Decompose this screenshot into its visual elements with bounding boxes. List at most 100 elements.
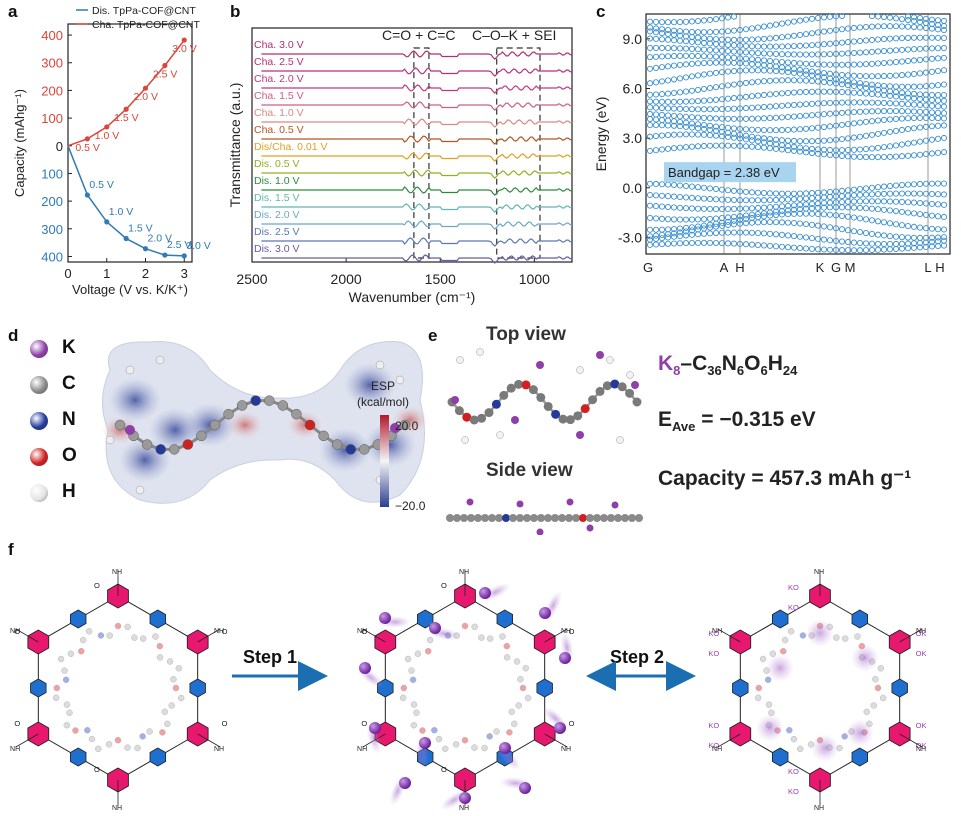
band-point: [844, 192, 852, 199]
band-point: [910, 223, 918, 230]
band-point: [778, 43, 786, 50]
band-point: [730, 125, 738, 132]
band-point: [826, 61, 834, 68]
band-point: [778, 51, 786, 58]
band-point: [814, 150, 822, 157]
data-point: [84, 136, 90, 142]
band-point: [928, 238, 936, 245]
nh-label: NH: [112, 805, 122, 812]
panel-label-e: e: [428, 326, 438, 345]
band-point: [886, 233, 894, 240]
band-point: [742, 205, 750, 212]
band-point: [730, 48, 738, 55]
pore-atom: [105, 741, 113, 748]
band-point: [700, 60, 708, 67]
band-point: [928, 136, 936, 143]
band-point: [646, 110, 654, 118]
band-point: [934, 45, 942, 52]
band-point: [802, 51, 810, 58]
band-point: [784, 43, 792, 50]
band-point: [844, 135, 852, 142]
k-point-label: H: [735, 260, 744, 275]
band-point: [736, 26, 744, 34]
x-tick-label: 1500: [425, 271, 456, 287]
oxygen-label: O: [569, 719, 575, 728]
band-point: [922, 151, 930, 158]
band-point: [892, 190, 900, 197]
annotation-co-cc: C=O + C=C: [382, 27, 456, 43]
band-point: [724, 187, 732, 194]
side-atom: [516, 514, 524, 522]
side-atom-k: [516, 500, 524, 508]
band-point: [724, 28, 732, 35]
benzene-linker: [149, 747, 166, 767]
band-point: [910, 181, 918, 188]
k-ion: [479, 587, 491, 599]
atom: [345, 444, 356, 455]
spectrum-line: [261, 135, 573, 145]
atom: [551, 409, 561, 419]
pore-atom: [780, 648, 787, 655]
band-point: [700, 46, 708, 53]
band-point: [880, 116, 888, 123]
band-point: [892, 59, 900, 66]
band-point: [796, 51, 804, 58]
band-point: [748, 229, 756, 236]
formula-k: K: [658, 352, 674, 375]
band-point: [646, 18, 654, 25]
x-axis-label: Wavenumber (cm⁻¹): [349, 289, 476, 305]
band-point: [760, 190, 768, 197]
band-point: [904, 108, 912, 115]
band-point: [700, 71, 708, 78]
band-point: [790, 137, 798, 145]
band-point: [712, 185, 720, 193]
band-point: [742, 136, 750, 143]
atom-h: [461, 436, 469, 444]
x-tick-label: 2500: [236, 271, 267, 287]
data-label: 2.0 V: [134, 91, 159, 103]
band-point: [874, 13, 882, 20]
band-point: [676, 19, 684, 26]
atom: [602, 381, 612, 391]
band-point: [670, 62, 678, 69]
band-point: [652, 91, 660, 98]
benzene-linker: [891, 678, 908, 698]
band-point: [820, 151, 828, 158]
band-point: [808, 235, 816, 242]
band-point: [898, 190, 906, 197]
band-point: [940, 180, 948, 187]
band-point: [754, 36, 762, 43]
band-point: [790, 43, 798, 50]
band-point: [784, 190, 792, 197]
band-point: [658, 215, 666, 222]
pore-atom: [493, 728, 500, 735]
benzene-linker: [149, 609, 166, 629]
band-point: [880, 183, 888, 190]
band-point: [826, 237, 834, 244]
band-point: [892, 182, 900, 189]
k-point-label: H: [935, 260, 944, 275]
band-point: [682, 240, 690, 247]
band-point: [796, 245, 804, 252]
band-point: [706, 185, 714, 192]
band-point: [712, 220, 720, 227]
k-cloud: [851, 644, 879, 672]
band-point: [892, 233, 900, 240]
band-point: [922, 15, 930, 22]
pore-atom: [517, 676, 524, 683]
band-point: [766, 103, 774, 110]
band-point: [898, 23, 906, 30]
band-point: [766, 136, 774, 143]
band-point: [904, 71, 912, 78]
colorbar-title: ESP: [371, 380, 395, 393]
band-point: [850, 109, 858, 116]
band-point: [832, 193, 840, 200]
band-point: [706, 224, 714, 231]
band-point: [820, 69, 828, 77]
band-point: [910, 70, 918, 78]
band-point: [832, 122, 840, 129]
band-point: [784, 196, 792, 203]
band-point: [814, 146, 822, 153]
band-point: [802, 145, 810, 152]
side-atom: [481, 514, 489, 522]
